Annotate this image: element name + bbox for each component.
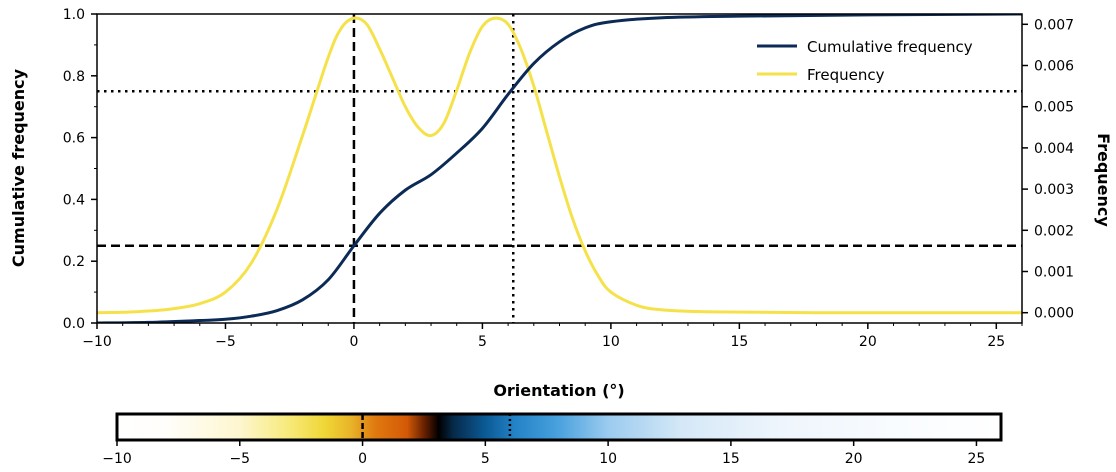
x-tick-label: 5	[478, 334, 487, 350]
y-left-tick-label: 0.2	[63, 254, 85, 270]
series-line-cumulative-frequency	[97, 14, 1022, 323]
x-tick-label: 25	[987, 334, 1005, 350]
legend-label-cumulative: Cumulative frequency	[807, 38, 973, 56]
colorbar-tick-label: 0	[358, 451, 367, 467]
y-right-tick-label: 0.007	[1034, 17, 1074, 33]
x-tick-label: 20	[859, 334, 877, 350]
plot-frame	[96, 13, 1023, 324]
x-tick-label: −5	[215, 334, 236, 350]
y-right-tick-label: 0.005	[1034, 100, 1074, 116]
colorbar-tick-label: 10	[599, 451, 617, 467]
series-layer	[97, 14, 1022, 323]
y-left-tick-label: 0.6	[63, 131, 85, 147]
x-tick-label: 15	[730, 334, 748, 350]
y-left-tick-label: 0.4	[63, 192, 85, 208]
x-axis-title: Orientation (°)	[493, 381, 624, 400]
colorbar-tick-label: 15	[722, 451, 740, 467]
series-line-frequency	[97, 16, 1022, 315]
legend-label-frequency: Frequency	[807, 66, 885, 84]
reference-lines	[97, 14, 1022, 323]
colorbar-frame	[115, 412, 1003, 442]
legend: Cumulative frequency Frequency	[757, 38, 973, 84]
colorbar-axis: −10 −5 0 5 10 15 20 25	[102, 441, 985, 467]
x-tick-label: 0	[349, 334, 358, 350]
x-tick-label: −10	[82, 334, 112, 350]
x-tick-label: 10	[602, 334, 620, 350]
y-axis-right-title: Frequency	[1094, 133, 1113, 227]
y-right-tick-label: 0.003	[1034, 182, 1074, 198]
x-axis: −10 −5 0 5 10 15 20 25	[82, 323, 1023, 350]
colorbar-tick-label: 20	[845, 451, 863, 467]
colorbar: −10 −5 0 5 10 15 20 25	[102, 412, 1003, 467]
y-left-tick-label: 1.0	[63, 7, 85, 23]
y-right-tick-label: 0.006	[1034, 59, 1074, 75]
y-left-tick-label: 0.8	[63, 69, 85, 85]
y-right-tick-label: 0.002	[1034, 223, 1074, 239]
colorbar-tick-label: 5	[481, 451, 490, 467]
colorbar-tick-label: 25	[968, 451, 986, 467]
colorbar-gradient	[117, 414, 1001, 440]
main-plot: −10 −5 0 5 10 15 20 25 0.0 0.2 0.4 0.6 0.8 1.0 0.000…	[9, 7, 1113, 400]
colorbar-tick-label: −5	[229, 451, 250, 467]
y-axis-right: 0.000 0.001 0.002 0.003 0.004 0.005 0.006 0.007	[1022, 17, 1074, 322]
y-axis-left-title: Cumulative frequency	[9, 68, 28, 267]
y-right-tick-label: 0.000	[1034, 306, 1074, 322]
colorbar-tick-label: −10	[102, 451, 132, 467]
y-left-tick-label: 0.0	[63, 316, 85, 332]
y-right-tick-label: 0.001	[1034, 265, 1074, 281]
colorbar-markers	[361, 414, 512, 440]
y-axis-left: 0.0 0.2 0.4 0.6 0.8 1.0	[63, 7, 97, 332]
y-right-tick-label: 0.004	[1034, 141, 1074, 157]
